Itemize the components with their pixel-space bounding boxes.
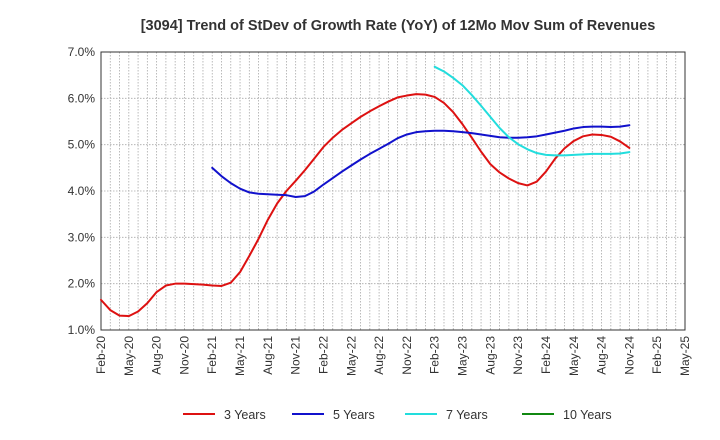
y-tick-label: 3.0%	[68, 230, 96, 244]
x-tick-label: Feb-21	[205, 336, 219, 374]
x-tick-label: May-21	[233, 336, 247, 376]
x-tick-label: May-20	[122, 336, 136, 376]
legend-label-7-years: 7 Years	[446, 408, 488, 422]
x-tick-label: Aug-20	[150, 336, 164, 375]
x-tick-label: Nov-22	[400, 336, 414, 375]
legend: 3 Years 5 Years 7 Years 10 Years	[183, 408, 612, 422]
x-tick-label: Aug-22	[372, 336, 386, 375]
plot-border	[100, 51, 686, 331]
y-tick-label: 1.0%	[68, 323, 96, 337]
x-tick-label: Nov-21	[289, 336, 303, 375]
x-tick-label: Aug-24	[595, 336, 609, 375]
y-tick-label: 6.0%	[68, 91, 96, 105]
x-tick-label: Feb-22	[316, 336, 330, 374]
y-tick-label: 2.0%	[68, 277, 96, 291]
series-line-7-years	[433, 65, 631, 157]
legend-label-10-years: 10 Years	[563, 408, 612, 422]
y-tick-label: 5.0%	[68, 138, 96, 152]
legend-label-5-years: 5 Years	[333, 408, 375, 422]
series-layer	[100, 65, 631, 318]
y-axis-ticks: 1.0% 2.0% 3.0% 4.0% 5.0% 6.0% 7.0%	[68, 45, 96, 337]
x-tick-label: Feb-24	[539, 336, 553, 374]
x-tick-label: Nov-20	[177, 336, 191, 375]
x-axis-ticks: Feb-20 May-20 Aug-20 Nov-20 Feb-21 May-21 Aug-…	[94, 336, 692, 376]
series-line-5-years	[211, 124, 631, 199]
x-tick-label: May-22	[344, 336, 358, 376]
x-tick-label: Aug-23	[483, 336, 497, 375]
x-tick-label: Nov-24	[622, 336, 636, 375]
x-tick-label: Aug-21	[261, 336, 275, 375]
x-tick-label: Nov-23	[511, 336, 525, 375]
y-tick-label: 7.0%	[68, 45, 96, 59]
x-tick-label: May-25	[678, 336, 692, 376]
x-tick-label: Feb-23	[428, 336, 442, 374]
series-line-3-years	[100, 93, 631, 318]
y-tick-label: 4.0%	[68, 184, 96, 198]
x-tick-label: Feb-25	[650, 336, 664, 374]
legend-label-3-years: 3 Years	[224, 408, 266, 422]
chart-title: [3094] Trend of StDev of Growth Rate (Yo…	[141, 18, 656, 34]
x-tick-label: May-23	[456, 336, 470, 376]
x-tick-label: Feb-20	[94, 336, 108, 374]
x-tick-label: May-24	[567, 336, 581, 376]
